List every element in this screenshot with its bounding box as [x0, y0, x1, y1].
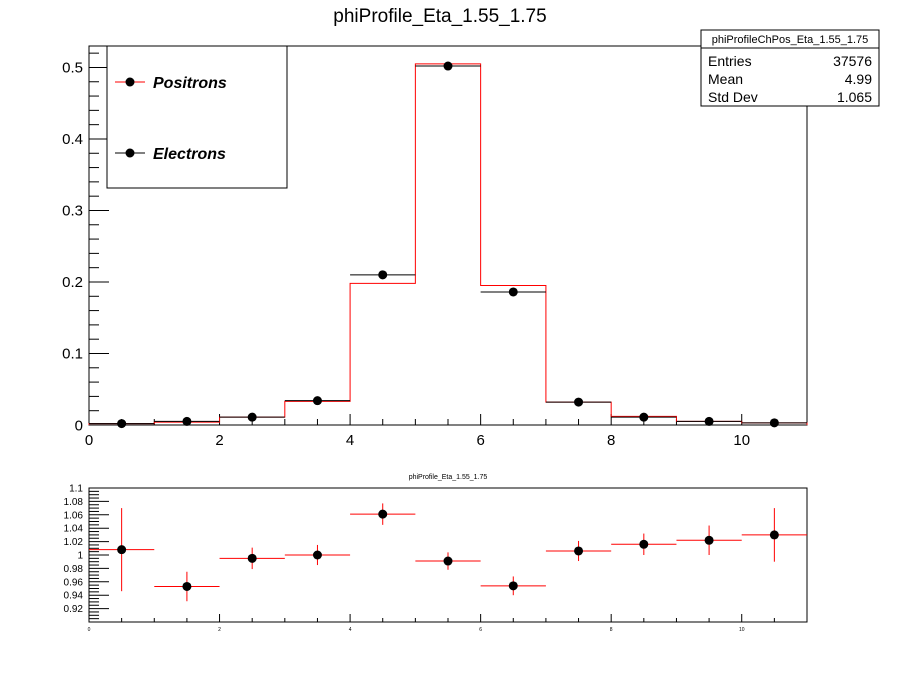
ratio-y-axis: 0.92 0.94 0.96 0.98 1 1.02 1.04 1.06 1.08 1.1	[64, 484, 109, 623]
stats-stddev-label: Std Dev	[708, 89, 758, 105]
ratio-data-point	[639, 539, 649, 549]
ratio-data-point	[574, 546, 584, 556]
stats-stddev-value: 1.065	[837, 89, 872, 105]
electrons-data-point	[443, 61, 453, 71]
legend-marker-positrons	[125, 77, 135, 87]
y-tick-label: 1.02	[64, 537, 84, 548]
x-tick-label: 4	[349, 627, 352, 633]
ratio-x-axis: 0 2 4 6 8 10	[88, 614, 808, 633]
y-tick-label: 0	[75, 417, 83, 434]
y-tick-label: 1.06	[64, 510, 84, 521]
ratio-data-point	[704, 535, 714, 545]
electrons-data-point	[769, 418, 779, 428]
ratio-data-point	[378, 509, 388, 519]
y-tick-label: 1.1	[69, 484, 83, 495]
ratio-data-point	[769, 530, 779, 540]
main-y-axis: 0 0.1 0.2 0.3 0.4 0.5	[62, 52, 109, 434]
x-tick-label: 6	[479, 627, 482, 633]
legend-box	[106, 45, 288, 189]
electrons-data-point	[574, 397, 584, 407]
stats-box: phiProfileChPos_Eta_1.55_1.75 Entries 37…	[700, 29, 880, 107]
y-tick-label: 0.5	[62, 60, 83, 77]
ratio-data-point	[508, 581, 518, 591]
x-tick-label: 2	[215, 432, 223, 449]
electrons-data-point	[704, 416, 714, 426]
y-tick-label: 0.2	[62, 274, 83, 291]
ratio-title: phiProfile_Eta_1.55_1.75	[409, 474, 488, 481]
ratio-data-point	[247, 553, 257, 563]
x-tick-label: 10	[733, 432, 750, 449]
y-tick-label: 0.92	[64, 604, 84, 615]
x-tick-label: 0	[88, 627, 91, 633]
stats-entries-label: Entries	[708, 53, 752, 69]
electrons-data-point	[312, 396, 322, 406]
y-tick-label: 1	[77, 551, 83, 562]
y-tick-label: 0.1	[62, 346, 83, 363]
electrons-data-point	[117, 419, 127, 429]
y-tick-label: 0.3	[62, 203, 83, 220]
x-tick-label: 2	[218, 627, 221, 633]
stats-box-name: phiProfileChPos_Eta_1.55_1.75	[712, 34, 869, 46]
main-series-layer	[88, 61, 808, 429]
y-tick-label: 0.4	[62, 131, 83, 148]
y-tick-label: 1.04	[64, 524, 84, 535]
ratio-data-point	[182, 581, 192, 591]
ratio-data-point	[117, 545, 127, 555]
x-tick-label: 8	[610, 627, 613, 633]
x-tick-label: 0	[85, 432, 93, 449]
chart-title: phiProfile_Eta_1.55_1.75	[333, 6, 546, 27]
stats-mean-label: Mean	[708, 71, 743, 87]
legend-label-positrons: Positrons	[153, 75, 227, 92]
legend: Positrons Electrons	[106, 45, 288, 189]
y-tick-label: 1.08	[64, 497, 84, 508]
x-tick-label: 6	[476, 432, 484, 449]
electrons-data-point	[639, 412, 649, 422]
electrons-data-point	[378, 270, 388, 280]
x-tick-label: 4	[346, 432, 354, 449]
x-tick-label: 10	[739, 627, 745, 633]
stats-entries-value: 37576	[833, 53, 872, 69]
x-tick-label: 8	[607, 432, 615, 449]
electrons-data-point	[508, 287, 518, 297]
y-tick-label: 0.98	[64, 564, 84, 575]
y-tick-label: 0.96	[64, 577, 84, 588]
legend-label-electrons: Electrons	[153, 146, 226, 163]
legend-marker-electrons	[125, 148, 135, 158]
ratio-data-point	[312, 550, 322, 560]
electrons-data-point	[182, 416, 192, 426]
stats-mean-value: 4.99	[845, 71, 872, 87]
ratio-series-layer	[89, 503, 807, 602]
stats-box-frame	[700, 29, 880, 107]
ratio-data-point	[443, 556, 453, 566]
main-x-axis: 0 2 4 6 8 10	[85, 414, 808, 449]
electrons-data-point	[247, 412, 257, 422]
y-tick-label: 0.94	[64, 591, 84, 602]
